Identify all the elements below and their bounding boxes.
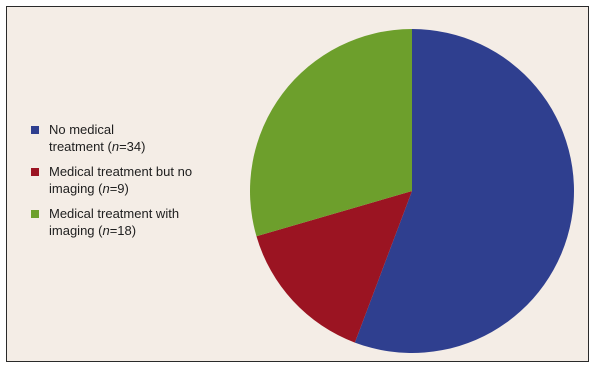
legend-label: Medical treatment with imaging (n=18) [49, 205, 179, 239]
legend-label-n: n [102, 223, 110, 238]
legend-label-count: =18) [109, 223, 137, 238]
legend: No medical treatment (n=34) Medical trea… [31, 121, 241, 247]
legend-swatch [31, 126, 39, 134]
pie-chart [249, 29, 574, 353]
legend-label-line1: Medical treatment with [49, 206, 180, 221]
legend-label-line2: treatment ( [49, 139, 112, 154]
legend-label-count: =34) [119, 139, 146, 154]
legend-label-line1: Medical treatment but no [49, 164, 193, 179]
legend-label-n: n [111, 139, 120, 154]
pie-slices [249, 29, 574, 353]
legend-item-medical-treatment-with-imaging: Medical treatment with imaging (n=18) [31, 205, 241, 239]
pie-slice-no-medical-treatment [354, 29, 574, 353]
legend-label-line2: imaging ( [49, 223, 103, 238]
legend-label-line1: No medical [49, 122, 115, 137]
pie-slice-medical-treatment-with-imaging [249, 29, 412, 237]
legend-item-no-medical-treatment: No medical treatment (n=34) [31, 121, 241, 155]
chart-frame: No medical treatment (n=34) Medical trea… [6, 6, 589, 362]
legend-label: Medical treatment but no imaging (n=9) [49, 163, 192, 197]
legend-label-n: n [102, 181, 110, 196]
pie-slice-medical-treatment-no-imaging [256, 191, 412, 343]
legend-swatch [31, 210, 39, 218]
legend-label-line2: imaging ( [49, 181, 103, 196]
legend-label-count: =9) [109, 181, 129, 196]
legend-label: No medical treatment (n=34) [49, 121, 145, 155]
legend-item-medical-treatment-no-imaging: Medical treatment but no imaging (n=9) [31, 163, 241, 197]
legend-swatch [31, 168, 39, 176]
